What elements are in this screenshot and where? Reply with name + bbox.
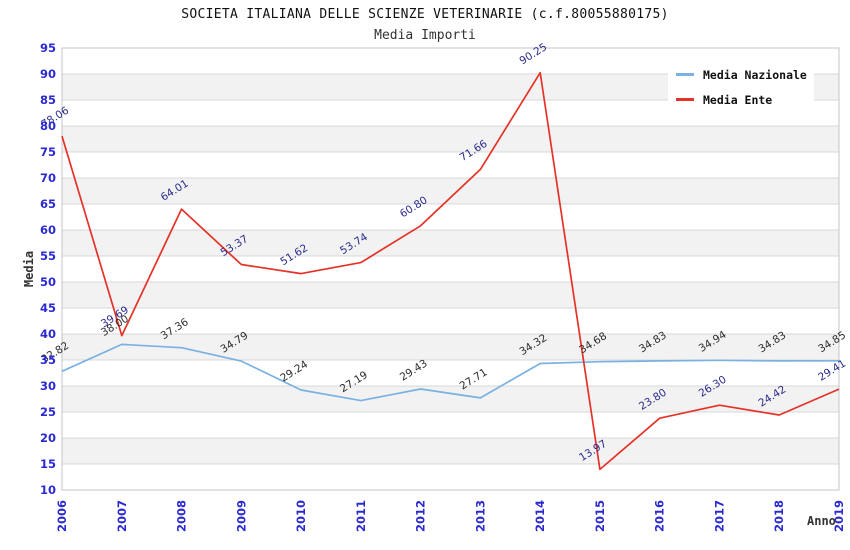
plot-bands	[62, 48, 839, 490]
svg-text:2015: 2015	[593, 500, 607, 532]
svg-text:2010: 2010	[294, 500, 308, 532]
legend-label: Media Nazionale	[703, 67, 807, 82]
svg-text:30: 30	[40, 379, 56, 393]
y-axis-title: Media	[22, 250, 36, 288]
plot-border	[61, 47, 840, 491]
chart-title: SOCIETA ITALIANA DELLE SCIENZE VETERINAR…	[181, 7, 669, 22]
svg-text:2012: 2012	[414, 500, 428, 532]
svg-text:2006: 2006	[55, 500, 69, 532]
svg-text:2017: 2017	[713, 500, 727, 532]
svg-text:35: 35	[40, 353, 56, 367]
svg-text:95: 95	[40, 41, 56, 55]
svg-text:2016: 2016	[653, 500, 667, 532]
svg-text:20: 20	[40, 431, 56, 445]
legend-item-media-ente: Media Ente	[676, 87, 814, 112]
line-swatch-icon	[676, 73, 694, 76]
svg-text:85: 85	[40, 93, 56, 107]
svg-text:2009: 2009	[234, 500, 248, 532]
svg-text:2011: 2011	[354, 500, 368, 532]
svg-text:75: 75	[40, 145, 56, 159]
svg-text:90: 90	[40, 67, 56, 81]
legend-item-media-nazionale: Media Nazionale	[676, 62, 814, 87]
svg-text:65: 65	[40, 197, 56, 211]
svg-text:80: 80	[40, 119, 56, 133]
svg-text:55: 55	[40, 249, 56, 263]
svg-text:15: 15	[40, 457, 56, 471]
svg-text:25: 25	[40, 405, 56, 419]
chart-subtitle: Media Importi	[374, 28, 476, 43]
y-tick-labels: 10 15 20 25 30 35 40 45 50 55 60 65 70 75 80 85 90 95	[40, 41, 56, 497]
svg-text:40: 40	[40, 327, 56, 341]
svg-text:2013: 2013	[473, 500, 487, 532]
svg-text:2008: 2008	[175, 500, 189, 532]
svg-text:10: 10	[40, 483, 56, 497]
legend: Media Nazionale Media Ente	[668, 58, 814, 114]
svg-text:60: 60	[40, 223, 56, 237]
svg-text:70: 70	[40, 171, 56, 185]
line-swatch-icon	[676, 98, 694, 101]
series-line-media-nazionale	[61, 343, 840, 402]
x-axis-title: Anno	[807, 514, 836, 528]
svg-text:2007: 2007	[115, 500, 129, 532]
series-line-media-ente	[61, 71, 840, 471]
svg-text:2018: 2018	[772, 500, 786, 532]
legend-label: Media Ente	[703, 92, 773, 107]
svg-text:50: 50	[40, 275, 56, 289]
svg-text:2019: 2019	[832, 500, 846, 532]
svg-text:2014: 2014	[533, 500, 547, 532]
svg-text:45: 45	[40, 301, 56, 315]
x-tick-labels: 2006 2007 2008 2009 2010 2011 2012 2013 2014 2015…	[55, 500, 846, 532]
